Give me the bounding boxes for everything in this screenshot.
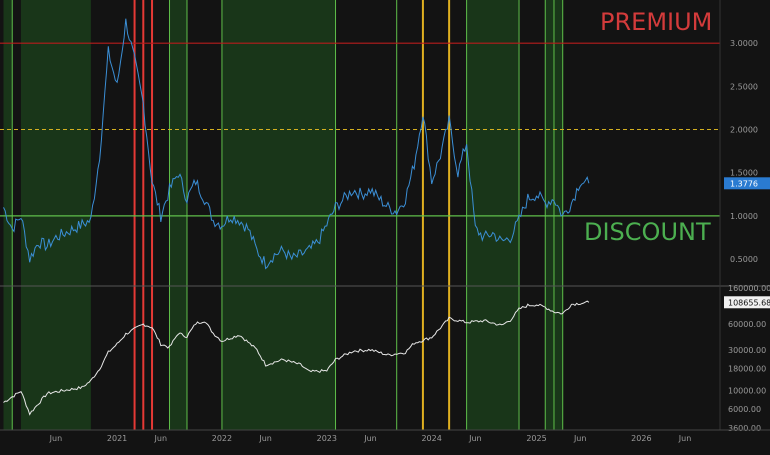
time-tick-label: Jun: [573, 434, 587, 443]
lower-tick-label: 30000.00: [728, 346, 766, 355]
time-tick-label: 2024: [421, 434, 441, 443]
upper-last-value: 1.3776: [730, 179, 758, 188]
lower-tick-label: 6000.00: [728, 405, 761, 414]
time-tick-label: Jun: [363, 434, 377, 443]
highlight-zones: [3, 0, 563, 430]
time-tick-label: Jun: [258, 434, 272, 443]
ratio-series-line: [3, 18, 590, 270]
time-axis[interactable]: Jun 2021 Jun 2022 Jun 2023 Jun 2024 Jun 2025 Jun 20…: [0, 429, 770, 443]
lower-tick-label: 160000.00: [728, 284, 770, 293]
premium-label: PREMIUM: [600, 8, 713, 36]
time-tick-label: 2022: [212, 434, 232, 443]
time-tick-label: Jun: [468, 434, 482, 443]
lower-tick-label: 3600.00: [728, 424, 761, 433]
reference-lines: [0, 0, 770, 430]
lower-tick-label: 60000.00: [728, 320, 766, 329]
upper-tick-label: 3.0000: [730, 39, 758, 48]
time-tick-label: 2026: [631, 434, 651, 443]
green-zone: [221, 0, 336, 430]
price-axis[interactable]: 3.0000 2.5000 2.0000 1.5000 1.0000 0.5000 1600…: [724, 39, 770, 433]
lower-last-value-badge: [724, 296, 770, 309]
time-tick-label: 2023: [317, 434, 337, 443]
upper-tick-label: 1.5000: [730, 169, 758, 178]
green-zone: [20, 0, 91, 430]
time-tick-label: Jun: [678, 434, 692, 443]
green-zone: [466, 0, 520, 430]
lower-series: [3, 300, 590, 416]
upper-tick-label: 0.5000: [730, 255, 758, 264]
upper-tick-label: 2.5000: [730, 82, 758, 91]
upper-tick-label: 2.0000: [730, 126, 758, 135]
time-tick-label: 2025: [526, 434, 546, 443]
upper-tick-label: 1.0000: [730, 212, 758, 221]
price-series-line: [3, 300, 590, 416]
lower-tick-label: 18000.00: [728, 365, 766, 374]
upper-last-value-badge: [724, 177, 770, 190]
time-tick-label: 2021: [107, 434, 127, 443]
time-tick-label: Jun: [49, 434, 63, 443]
upper-series: [3, 18, 590, 270]
discount-label: DISCOUNT: [584, 218, 711, 246]
lower-tick-label: 10000.00: [728, 386, 766, 395]
lower-last-value: 108655.68: [728, 298, 770, 307]
time-tick-label: Jun: [154, 434, 168, 443]
green-zone: [3, 0, 13, 430]
green-zone: [169, 0, 187, 430]
